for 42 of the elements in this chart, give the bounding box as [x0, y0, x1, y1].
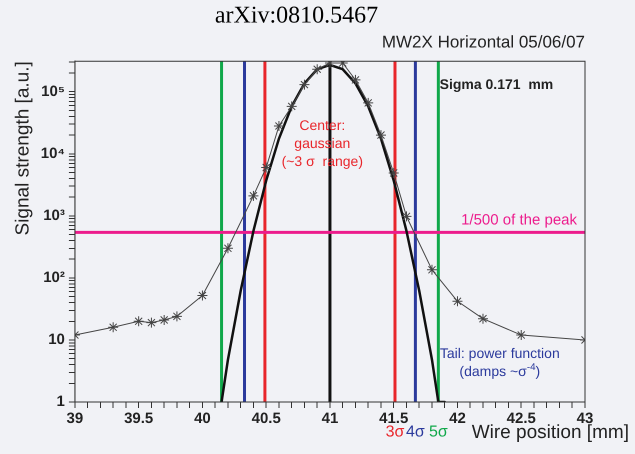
x-tick-label: 40.5 [252, 410, 281, 428]
point [477, 313, 488, 324]
point [452, 296, 463, 307]
x-tick-label: 40 [194, 410, 211, 428]
point [375, 130, 386, 141]
y-tick-label: 10⁵ [41, 82, 65, 100]
point [286, 100, 298, 112]
ref-line-label: 3σ [386, 423, 404, 440]
ref-line-label: 4σ [406, 423, 425, 440]
point [362, 97, 374, 108]
y-tick-label: 10³ [43, 206, 65, 224]
point [388, 167, 400, 178]
annotation: Sigma 0.171 mm [440, 76, 554, 92]
point [146, 317, 157, 328]
point [260, 162, 272, 174]
point [298, 79, 310, 90]
y-tick-label: 1 [56, 393, 65, 410]
point [171, 310, 182, 322]
point [222, 242, 234, 254]
point [158, 314, 170, 326]
point [273, 120, 284, 132]
point [196, 290, 208, 302]
point [400, 210, 412, 222]
x-tick-label: 39.5 [124, 410, 154, 428]
point [248, 190, 259, 202]
y-tick-label: 10² [43, 269, 65, 286]
point [312, 64, 323, 75]
x-tick-label: 41 [322, 410, 338, 428]
ref-line-label: 1/500 of the peak [461, 212, 578, 229]
chart-title: arXiv:0810.5467 [214, 2, 378, 29]
x-tick-label: 42 [449, 410, 466, 428]
chart-subtitle: MW2X Horizontal 05/06/07 [382, 32, 585, 52]
point [516, 330, 527, 341]
point [133, 316, 144, 327]
point [108, 322, 119, 333]
x-tick-label: 39 [66, 410, 84, 428]
y-axis-title: Signal strength [a.u.] [12, 61, 34, 236]
y-tick-label: 10⁴ [40, 144, 65, 162]
point [350, 74, 361, 86]
point [426, 264, 438, 276]
ref-line-label: 5σ [428, 423, 448, 440]
y-tick-label: 10 [48, 331, 65, 348]
